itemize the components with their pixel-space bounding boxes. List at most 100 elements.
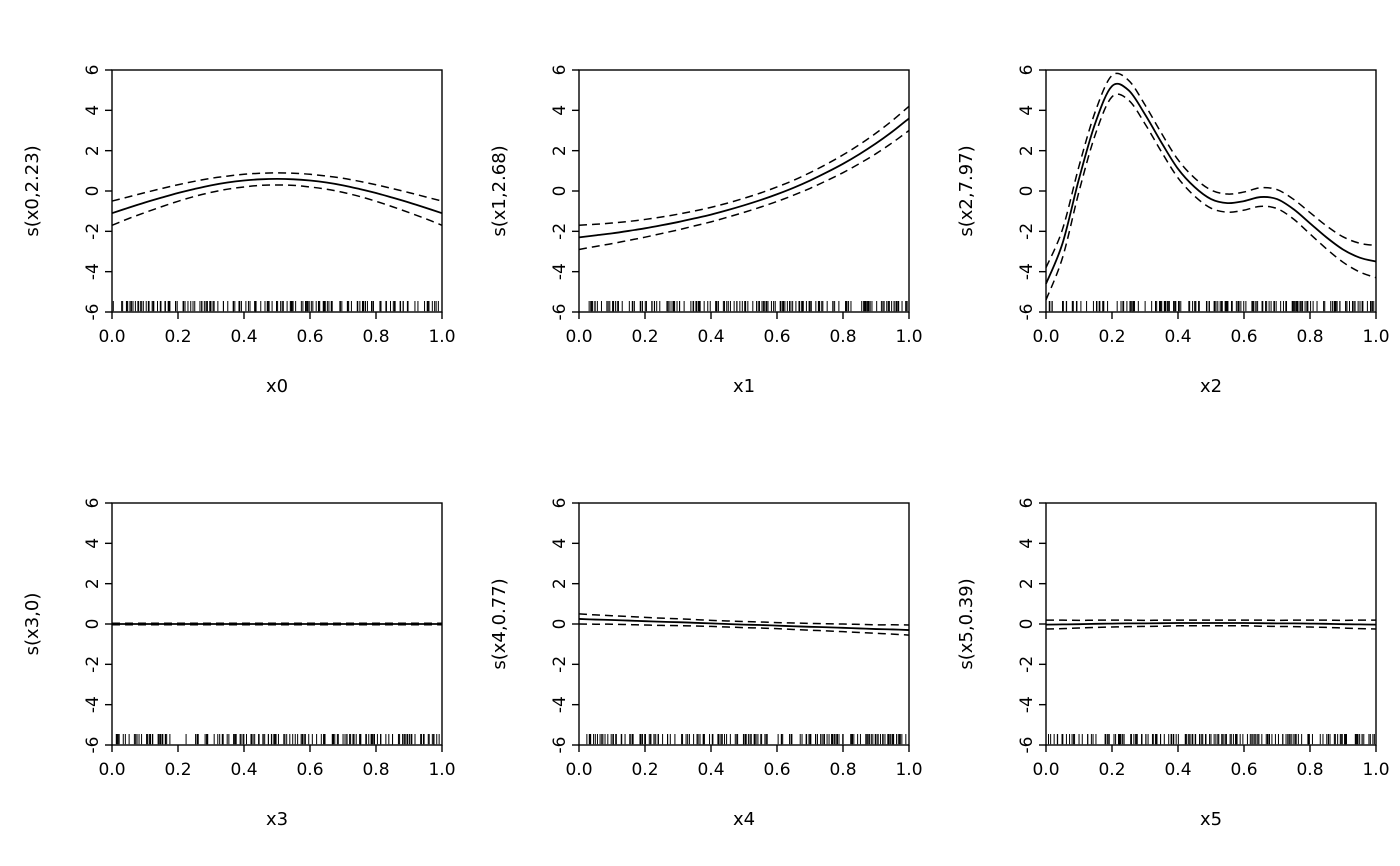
x-tick-label: 0.2 [164,760,191,780]
x-axis-label: x4 [733,809,755,830]
y-tick-label: -6 [1017,304,1037,321]
y-tick-label: 0 [83,619,103,630]
x-tick-label: 0.4 [697,760,724,780]
rug-marks [1048,734,1375,745]
x-tick-label: 0.2 [631,760,658,780]
fit-curve [578,618,910,631]
x-axis-label: x3 [266,809,288,830]
upper_ci-curve [1045,72,1377,268]
y-tick-label: 2 [83,578,103,589]
x-tick-label: 0.4 [230,760,257,780]
y-axis-label: s(x0,2.23) [22,145,43,236]
lower_ci-curve [578,623,910,636]
y-tick-label: -2 [1017,656,1037,673]
x-tick-label: 1.0 [895,327,922,347]
y-tick-label: -2 [550,223,570,240]
y-tick-label: 4 [550,105,570,116]
y-tick-label: -4 [550,263,570,280]
y-tick-label: 2 [550,145,570,156]
x-axis-label: x1 [733,376,755,397]
y-tick-label: 4 [1017,105,1037,116]
y-tick-label: 6 [1017,65,1037,76]
rug-marks [588,301,908,312]
y-tick-label: 2 [1017,578,1037,589]
y-tick-label: 6 [550,498,570,509]
x-tick-label: 0.2 [631,327,658,347]
y-tick-label: 4 [550,538,570,549]
x-tick-label: 1.0 [428,327,455,347]
rug-marks [1048,301,1375,312]
y-tick-label: -4 [550,696,570,713]
lower_ci-curve [1045,93,1377,301]
y-tick-label: 4 [83,105,103,116]
x-tick-label: 0.8 [362,760,389,780]
y-tick-label: 0 [1017,186,1037,197]
fit-curve [1045,82,1377,285]
upper_ci-curve [111,172,443,202]
x-tick-label: 0.2 [164,327,191,347]
y-tick-label: -2 [83,223,103,240]
fit-curve [1045,622,1377,626]
fit-curve [578,117,910,239]
y-tick-label: 2 [550,578,570,589]
y-tick-label: 2 [83,145,103,156]
y-tick-label: 0 [550,619,570,630]
y-tick-label: 2 [1017,145,1037,156]
y-axis-label: s(x3,0) [22,593,43,656]
y-tick-label: -6 [1017,737,1037,754]
y-tick-label: 4 [83,538,103,549]
x-tick-label: 0.0 [565,327,592,347]
x-axis-label: x0 [266,376,288,397]
x-tick-label: 0.6 [296,327,323,347]
y-axis-label: s(x1,2.68) [489,145,510,236]
y-tick-label: 0 [1017,619,1037,630]
upper_ci-curve [578,105,910,227]
y-tick-label: 0 [83,186,103,197]
y-tick-label: -4 [83,263,103,280]
upper_ci-curve [578,613,910,626]
plot-panel-x1: 0.0 0.2 0.4 0.6 0.8 1.0 -6 -4 -2 0 2 4 6 x1 s(x1,2.68) [489,65,923,397]
x-tick-label: 0.6 [296,760,323,780]
y-tick-label: 0 [550,186,570,197]
x-tick-label: 0.0 [98,760,125,780]
x-tick-label: 0.0 [98,327,125,347]
x-tick-label: 0.4 [697,327,724,347]
x-tick-label: 0.0 [1032,327,1059,347]
fit-curve [111,177,443,215]
x-axis-label: x2 [1200,376,1222,397]
plot-box [578,69,910,313]
lower_ci-curve [111,184,443,226]
x-tick-label: 0.8 [829,760,856,780]
y-tick-label: -4 [1017,263,1037,280]
x-tick-label: 0.2 [1098,327,1125,347]
x-tick-label: 0.6 [763,760,790,780]
x-tick-label: 0.6 [1230,327,1257,347]
plot-panel-x5: 0.0 0.2 0.4 0.6 0.8 1.0 -6 -4 -2 0 2 4 6 x5 s(x5,0.39) [956,498,1390,830]
y-tick-label: -6 [550,304,570,321]
plot-panel-x0: 0.0 0.2 0.4 0.6 0.8 1.0 -6 -4 -2 0 2 4 6 x0 s(x0,2.23) [22,65,456,397]
x-tick-label: 1.0 [895,760,922,780]
x-tick-label: 0.8 [829,327,856,347]
x-tick-label: 0.8 [362,327,389,347]
y-axis-label: s(x4,0.77) [489,578,510,669]
y-tick-label: 6 [83,65,103,76]
y-tick-label: -2 [550,656,570,673]
y-tick-label: -2 [1017,223,1037,240]
x-tick-label: 0.8 [1296,327,1323,347]
x-tick-label: 0.0 [565,760,592,780]
x-tick-label: 0.4 [1164,760,1191,780]
x-tick-label: 0.8 [1296,760,1323,780]
x-tick-label: 0.6 [763,327,790,347]
x-tick-label: 0.0 [1032,760,1059,780]
y-tick-label: -6 [83,304,103,321]
x-tick-label: 0.6 [1230,760,1257,780]
y-tick-label: 6 [83,498,103,509]
y-tick-label: -6 [83,737,103,754]
plot-box [111,69,443,313]
plot-panel-x4: 0.0 0.2 0.4 0.6 0.8 1.0 -6 -4 -2 0 2 4 6 x4 s(x4,0.77) [489,498,923,830]
x-tick-label: 1.0 [1362,327,1389,347]
y-tick-label: -6 [550,737,570,754]
y-axis-label: s(x5,0.39) [956,578,977,669]
